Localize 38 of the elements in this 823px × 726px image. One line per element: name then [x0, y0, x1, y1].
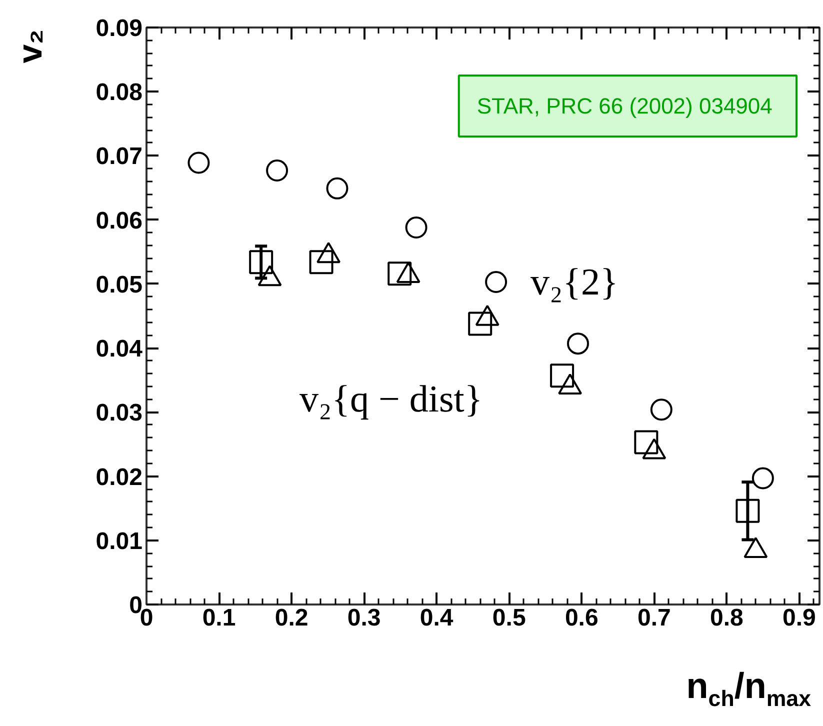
point: [485, 271, 508, 293]
point: [388, 262, 412, 286]
point: [405, 216, 428, 239]
y-tick-label: 0.02: [96, 464, 143, 491]
point: [326, 177, 348, 200]
point: [736, 498, 760, 523]
point: [550, 364, 574, 388]
point: [752, 467, 774, 490]
x-axis-title: n$_{ch}$/n$_{max}$: [686, 664, 811, 714]
point: [249, 250, 274, 274]
x-tick-label: 0.3: [347, 604, 381, 632]
y-tick-label: 0.01: [96, 528, 143, 555]
x-tick-label: 0.6: [564, 604, 598, 632]
x-tick-label: 0.7: [637, 604, 671, 632]
x-tick-label: 0.9: [782, 604, 816, 632]
annotation: STAR, PRC 66 (2002) 034904: [476, 94, 772, 118]
x-tick-label: 0.1: [202, 604, 236, 632]
point: [567, 332, 590, 355]
x-tick-label: 0.8: [710, 604, 744, 632]
x-tick-label: 0.4: [420, 604, 454, 632]
point: [468, 312, 492, 336]
y-tick-label: 0.08: [96, 79, 143, 106]
y-axis-title: v₂: [10, 29, 51, 64]
y-tick-label: 0.07: [96, 143, 143, 170]
annotation: v₂{q − dist}: [300, 378, 483, 420]
y-tick-label: 0.04: [96, 336, 144, 363]
y-tick-label: 0.05: [96, 271, 143, 298]
point: [188, 152, 210, 174]
y-tick-label: 0.06: [96, 207, 143, 234]
y-tick-label: 0.09: [96, 15, 143, 42]
annotation: v₂{2}: [530, 262, 618, 304]
point: [634, 430, 658, 454]
x-tick-label: 0.5: [492, 604, 526, 632]
point: [309, 250, 334, 274]
point: [266, 159, 288, 182]
y-tick-label: 0.03: [96, 400, 143, 427]
point: [650, 398, 672, 421]
x-tick-label: 0.2: [274, 604, 308, 632]
